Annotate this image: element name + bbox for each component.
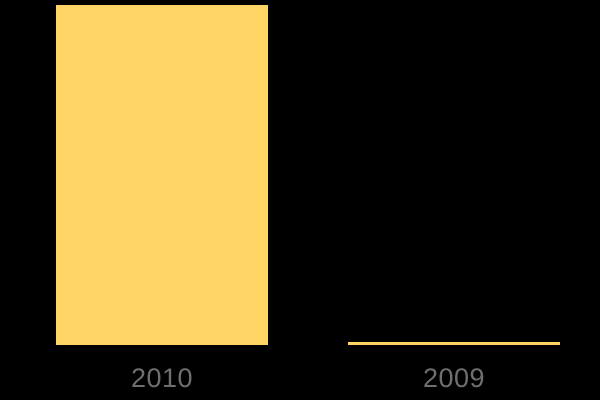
category-label-2010: 2010	[130, 363, 194, 393]
bar-2010	[56, 5, 268, 345]
bar-2009	[348, 342, 560, 345]
category-label-2009: 2009	[422, 363, 486, 393]
